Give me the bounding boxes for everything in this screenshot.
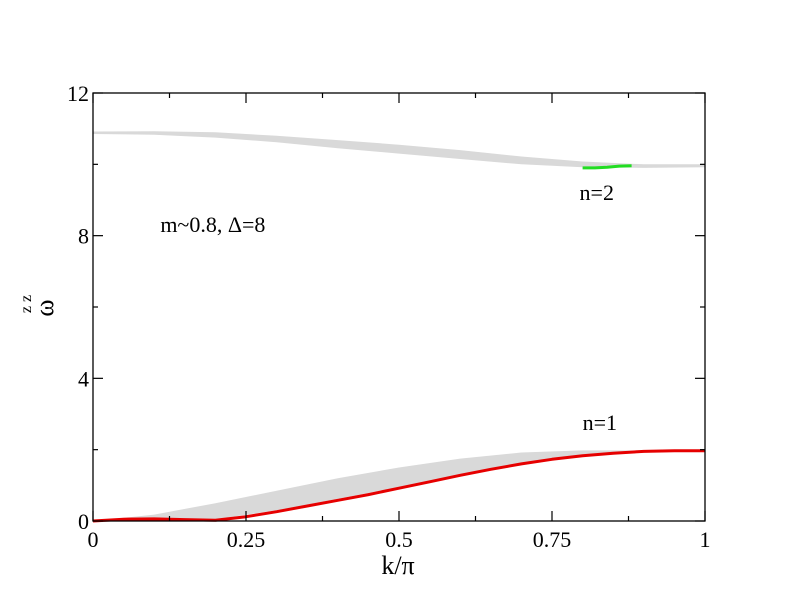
series-line-n=1 bbox=[92, 449, 705, 523]
x-tick-label: 0 bbox=[88, 527, 99, 552]
series-line-n=2 bbox=[582, 164, 632, 170]
annotation-n1: n=1 bbox=[583, 410, 617, 435]
x-tick-label: 1 bbox=[700, 527, 711, 552]
annotation-n2: n=2 bbox=[580, 180, 614, 205]
x-tick-label: 0.75 bbox=[533, 527, 572, 552]
annotation-params: m~0.8, Δ=8 bbox=[160, 212, 265, 237]
tick-labels-layer: 0 0.25 0.5 0.75 1 0 4 8 12 bbox=[67, 81, 711, 552]
continuum-band-1 bbox=[93, 131, 705, 168]
ticks-layer bbox=[92, 92, 706, 522]
y-axis-title-group: ω z z bbox=[18, 295, 59, 317]
y-tick-label: 12 bbox=[67, 81, 89, 106]
plot-frame bbox=[92, 92, 706, 522]
y-tick-label: 8 bbox=[78, 224, 89, 249]
y-axis-title-superscript: z z bbox=[18, 295, 35, 313]
x-tick-label: 0.25 bbox=[227, 527, 266, 552]
x-tick-label: 0.5 bbox=[385, 527, 413, 552]
y-axis-title: ω bbox=[30, 299, 59, 316]
y-tick-label: 4 bbox=[78, 366, 89, 391]
continuum-band-2 bbox=[93, 450, 705, 521]
x-axis-title: k/π bbox=[381, 551, 414, 580]
series-layer bbox=[92, 164, 705, 523]
y-tick-label: 0 bbox=[78, 509, 89, 534]
bands-layer bbox=[93, 131, 705, 521]
